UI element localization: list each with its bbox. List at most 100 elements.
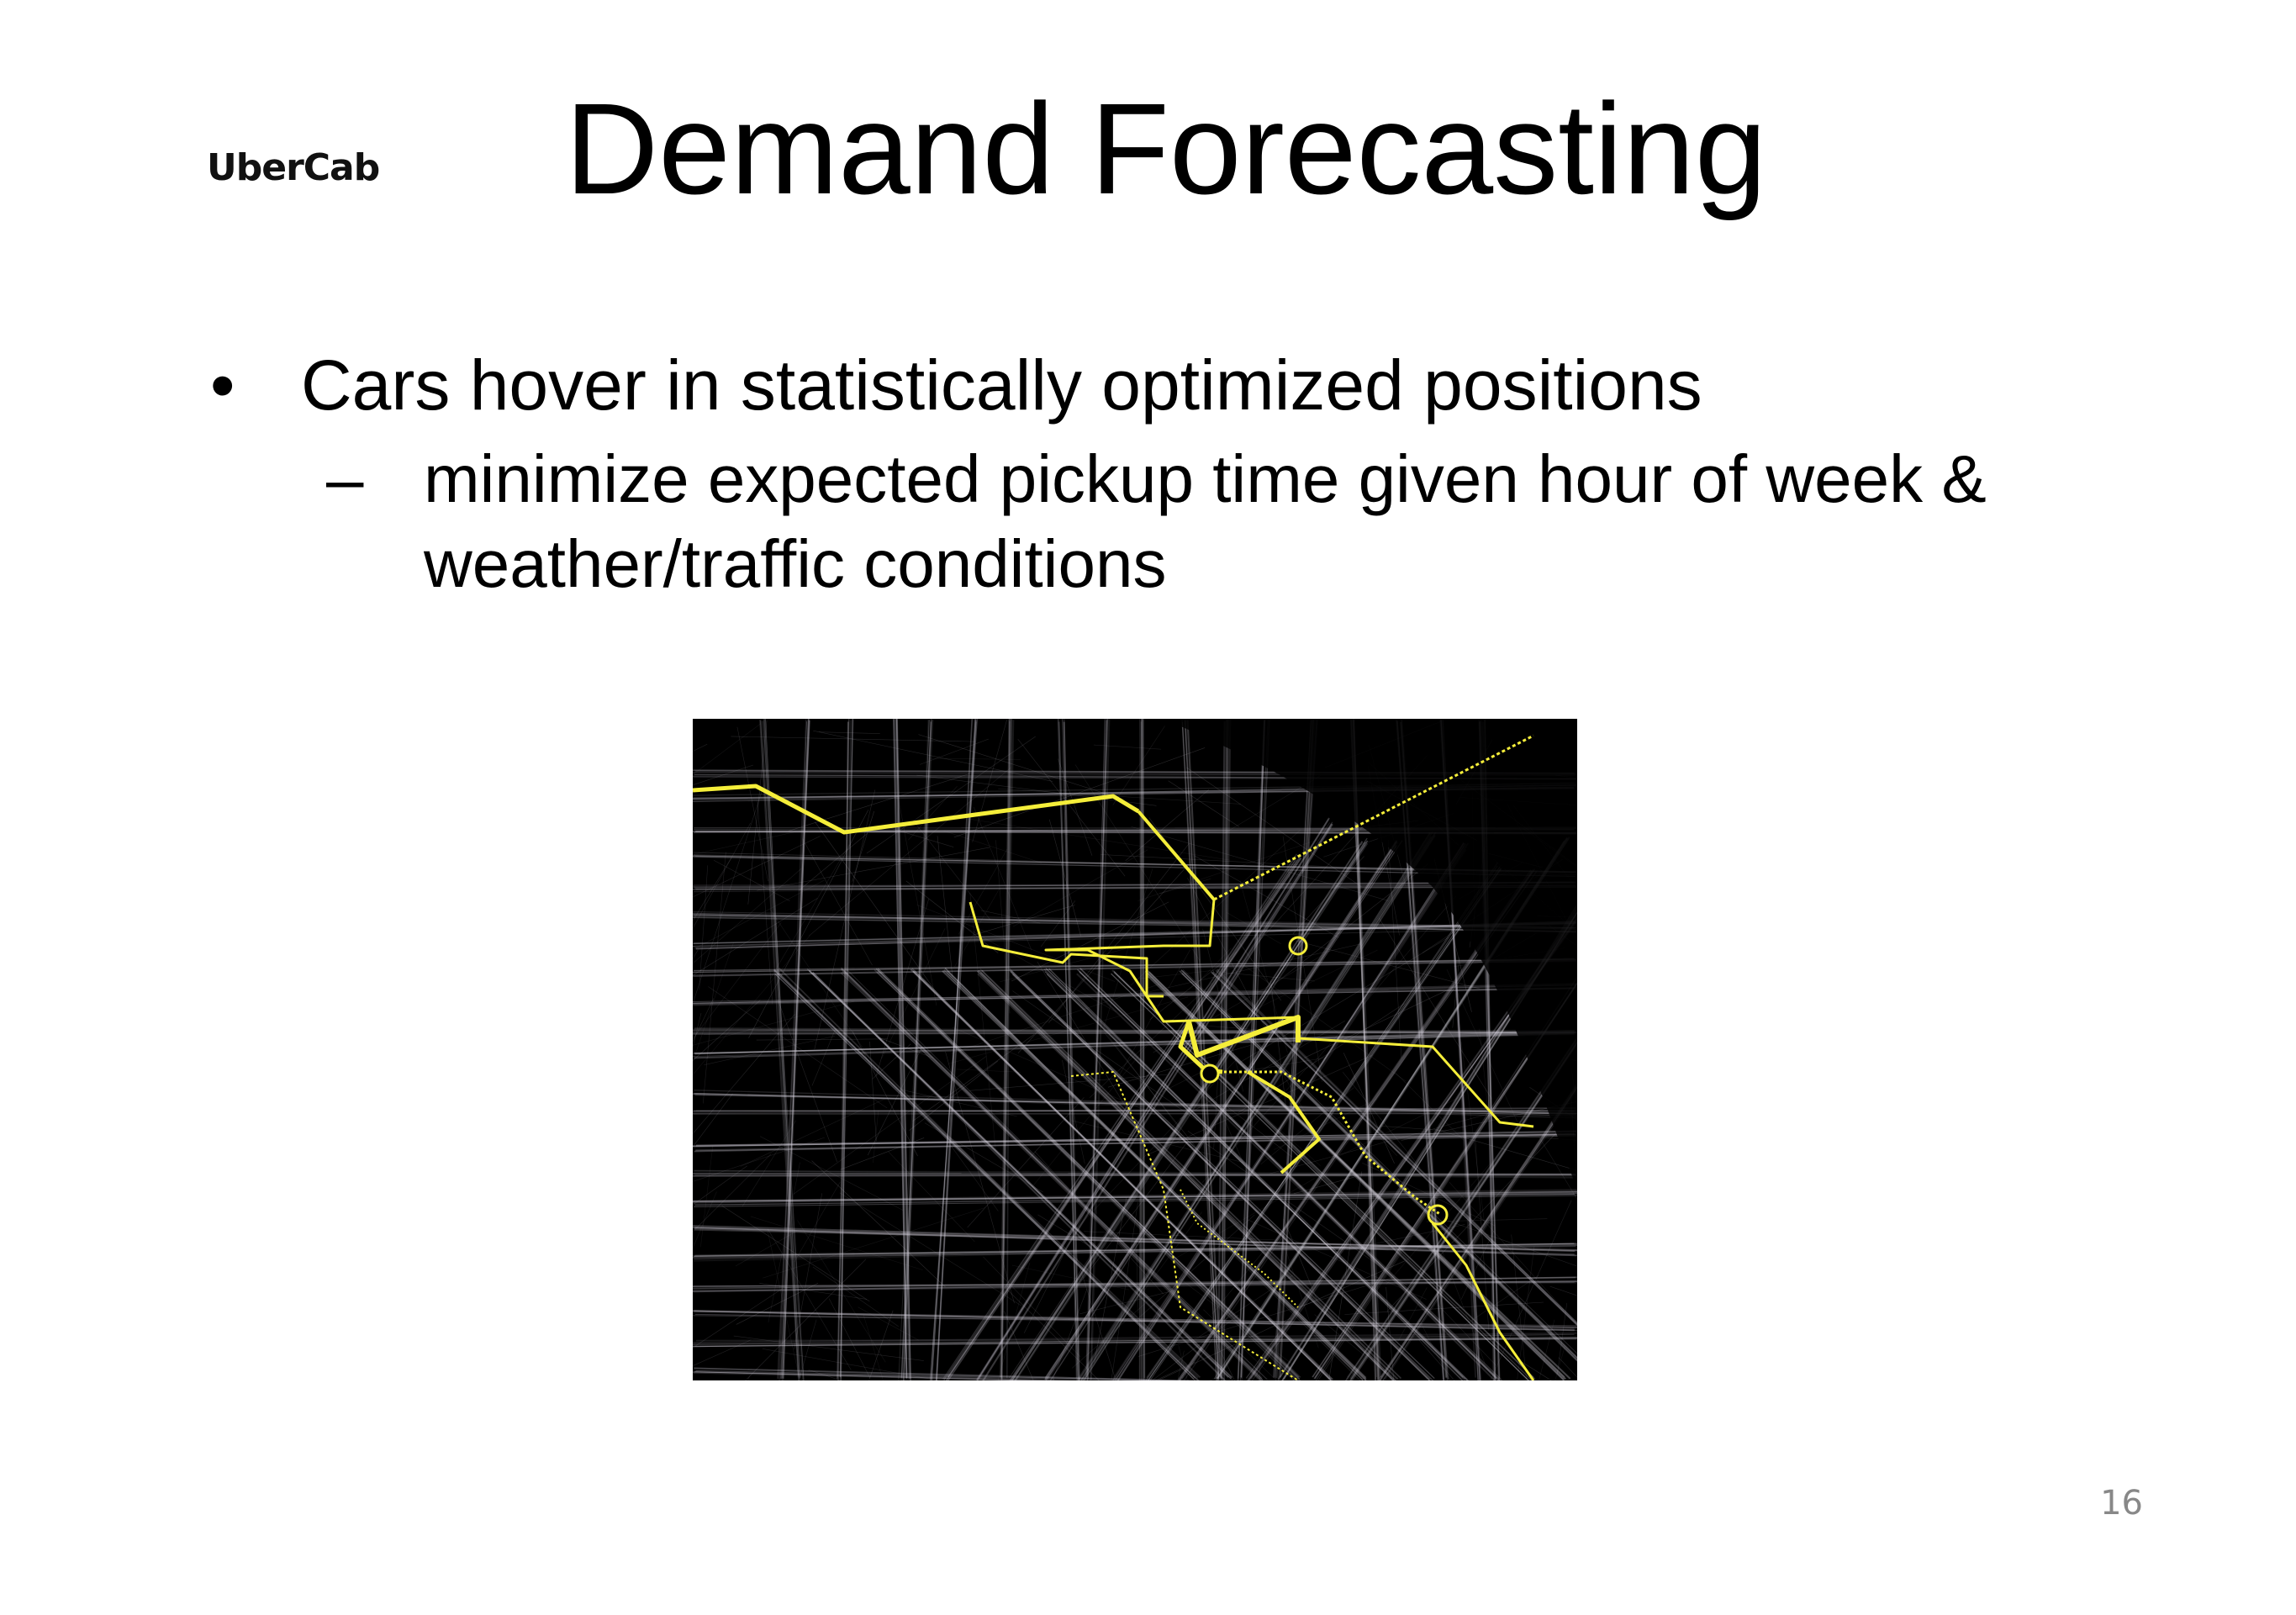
street-trace [693,1332,1577,1344]
street-trace [693,830,804,855]
street-trace [794,1193,823,1349]
street-trace [1085,719,1106,1380]
street-trace [1023,1186,1098,1333]
street-trace [693,1106,1576,1114]
street-trace [694,881,1575,889]
street-trace [1149,951,1238,1021]
street-trace [1094,1197,1127,1363]
street-trace [812,1266,899,1327]
street-trace [708,986,888,1109]
street-trace [1181,721,1220,1380]
street-trace [1195,947,1232,985]
street-trace [1182,970,1577,1359]
bay-water [1164,719,1577,1190]
street-trace [1186,767,1362,888]
street-trace [693,921,1577,944]
street-trace [1034,1151,1164,1295]
street-trace [945,1051,1015,1304]
street-trace [797,1220,886,1363]
street-trace [843,970,1262,1380]
street-trace [1011,841,1364,1380]
street-trace [1089,982,1212,1098]
street-traces [693,719,1577,1380]
street-trace [1292,856,1364,934]
street-trace [1011,901,1169,982]
street-trace [693,1033,1575,1057]
street-trace [693,764,753,786]
sub-bullet-marker: – [326,441,364,516]
street-trace [808,970,1233,1380]
street-trace [1017,864,1189,1053]
street-trace [693,988,1577,1004]
street-trace [1046,974,1469,1380]
street-trace [694,1174,1577,1177]
street-trace [693,1189,1577,1202]
street-trace [1076,1258,1116,1380]
street-trace [931,721,977,1380]
street-trace [902,719,932,1380]
street-trace [1347,1224,1465,1250]
car-marker [1288,936,1308,956]
street-trace [1079,971,1502,1380]
street-trace [1304,984,1459,1058]
street-trace [931,719,976,1380]
street-trace [808,969,1229,1378]
street-trace [1137,1214,1255,1319]
street-trace [1131,964,1260,980]
street-trace [1100,854,1366,869]
street-trace [1386,1132,1558,1312]
street-trace [1044,971,1464,1378]
street-trace [693,1032,1576,1034]
street-trace [1000,948,1127,983]
street-trace [937,836,953,978]
street-trace [1279,719,1314,1378]
street-trace [693,1031,1576,1036]
street-trace [1336,1090,1397,1156]
street-trace [1116,842,1465,1380]
street-trace [693,784,764,1005]
street-trace [974,806,1032,951]
street-trace [942,853,1298,1380]
city-trace-map-image [693,719,1577,1380]
street-trace [694,1338,1577,1348]
street-trace [1352,719,1380,1380]
street-trace [847,969,1264,1380]
street-trace [1141,719,1146,1380]
street-trace [794,1181,841,1262]
street-trace [1201,1066,1308,1184]
street-trace [693,1276,1576,1290]
street-trace [1221,719,1230,1380]
street-trace [1043,968,1465,1380]
street-trace [1278,1066,1307,1116]
street-trace [693,868,802,964]
street-trace [808,969,1232,1379]
slide-title: Demand Forecasting [565,77,1767,221]
street-trace [1185,720,1217,1379]
street-trace [693,1165,747,1206]
street-trace [802,838,873,966]
street-trace [895,719,911,1379]
street-trace [1090,719,1111,1380]
street-trace [1397,1287,1428,1343]
bullet-item: • Cars hover in statistically optimized … [210,345,2144,426]
street-trace [693,836,821,898]
street-trace [1084,836,1433,1380]
street-trace [1092,1159,1097,1214]
street-trace [976,817,1330,1380]
street-trace [759,719,800,1378]
street-trace [693,984,1577,1004]
street-trace [764,719,801,1378]
street-trace [769,844,850,979]
street-trace [693,915,1577,931]
street-trace [1221,719,1227,1379]
street-trace [1395,1073,1465,1141]
street-trace [1104,1032,1201,1153]
street-trace [1139,719,1143,1380]
street-trace [875,899,930,1076]
street-trace [1066,1057,1238,1240]
street-trace [1078,831,1437,1380]
street-trace [695,1132,1575,1147]
street-trace [840,1137,925,1170]
street-trace [1511,1234,1528,1380]
street-trace [1044,846,1397,1380]
